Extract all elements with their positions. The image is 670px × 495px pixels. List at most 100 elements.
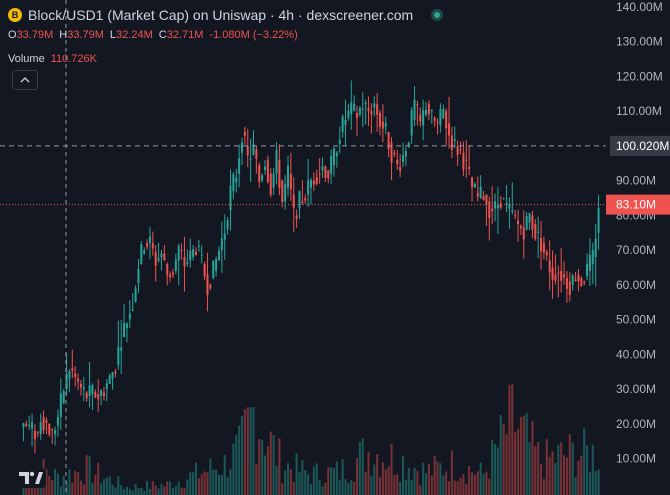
volume-bar [232,443,235,495]
volume-bar [350,480,353,495]
volume-bar [203,471,206,495]
candle-body [33,430,36,440]
volume-bar [577,460,580,495]
volume-bar [82,484,85,495]
volume-bar [183,487,186,495]
volume-bar [134,483,137,495]
tradingview-logo[interactable] [16,468,46,488]
volume-bar [586,445,589,495]
candle-body [393,152,396,155]
volume-bar [485,471,488,495]
volume-bar [476,471,479,495]
candle-body [171,272,174,275]
volume-bar [28,483,31,495]
candle-body [468,166,471,170]
volume-bar [249,407,252,495]
volume-bar [436,461,439,495]
candle-body [462,152,465,170]
candle-body [307,180,310,195]
volume-bar [88,456,91,495]
candle-body [295,215,298,219]
candle-body [528,213,531,223]
volume-bar [416,470,419,495]
candle-body [583,281,586,283]
candle-body [419,114,422,122]
candle-body [100,390,103,396]
volume-bar [583,428,586,495]
candle-body [186,262,189,264]
candle-body [560,270,563,281]
volume-bar [542,479,545,495]
volume-bar [246,407,249,495]
volume-bar [217,474,221,495]
volume-bar [565,457,568,495]
candle-body [488,201,491,218]
volume-bar [180,487,183,495]
volume-bar [525,412,528,495]
volume-bar [284,470,287,495]
candle-body [410,110,413,136]
volume-bar [511,384,514,495]
candle-body [48,423,51,435]
volume-bar [292,482,295,495]
candle-body [42,416,45,431]
volume-bar [531,421,534,495]
volume-bar [376,454,379,495]
volume-bar [117,476,120,495]
volume-bar [594,471,597,495]
volume-bar [286,463,290,495]
volume-bar [324,482,327,495]
volume-bar [488,478,491,495]
volume-bar [301,460,304,495]
volume-bar [430,475,433,495]
volume-bar [212,469,215,495]
candle-body [62,390,65,403]
volume-bar [353,481,356,495]
candle-body [91,384,94,395]
candle-body [71,368,74,371]
collapse-legend-button[interactable] [12,70,38,90]
volume-bar [499,414,502,495]
volume-bar [528,442,531,495]
candle-body [324,166,327,179]
candle-body [166,264,169,276]
candle-body [577,274,580,282]
candle-body [263,166,266,171]
candle-body [456,145,459,155]
price-axis [606,0,670,495]
volume-bar [364,471,367,495]
candle-body [399,166,402,171]
volume-bar [226,477,229,495]
live-status-icon [431,9,444,21]
volume-bar [330,467,333,495]
volume-bar [223,454,226,495]
candle-body [94,392,97,398]
y-tick-label: 30.00M [616,382,656,396]
volume-bar [318,479,321,495]
candle-body [588,254,591,271]
volume-bar [171,488,175,495]
candle-body [281,180,284,202]
volume-bar [68,469,71,495]
volume-bar [422,462,425,495]
volume-bar [71,482,74,495]
volume-bar [79,480,82,495]
volume-bar [105,477,108,495]
candle-body [542,243,545,253]
candle-body [465,159,468,161]
candle-body [275,150,278,174]
volume-value: 110.726K [50,53,97,65]
candle-body [232,174,235,192]
candle-body [82,387,85,390]
volume-bar [491,439,494,495]
candle-body [146,243,149,247]
volume-bar [453,480,456,495]
candle-body [347,110,350,119]
candle-body [246,145,249,156]
volume-bar [166,481,169,495]
candle-body [519,225,522,229]
last-price-label: 83.10M [616,198,656,212]
change-value: -1.080M (−3.22%) [209,29,298,41]
candle-body [358,107,361,115]
